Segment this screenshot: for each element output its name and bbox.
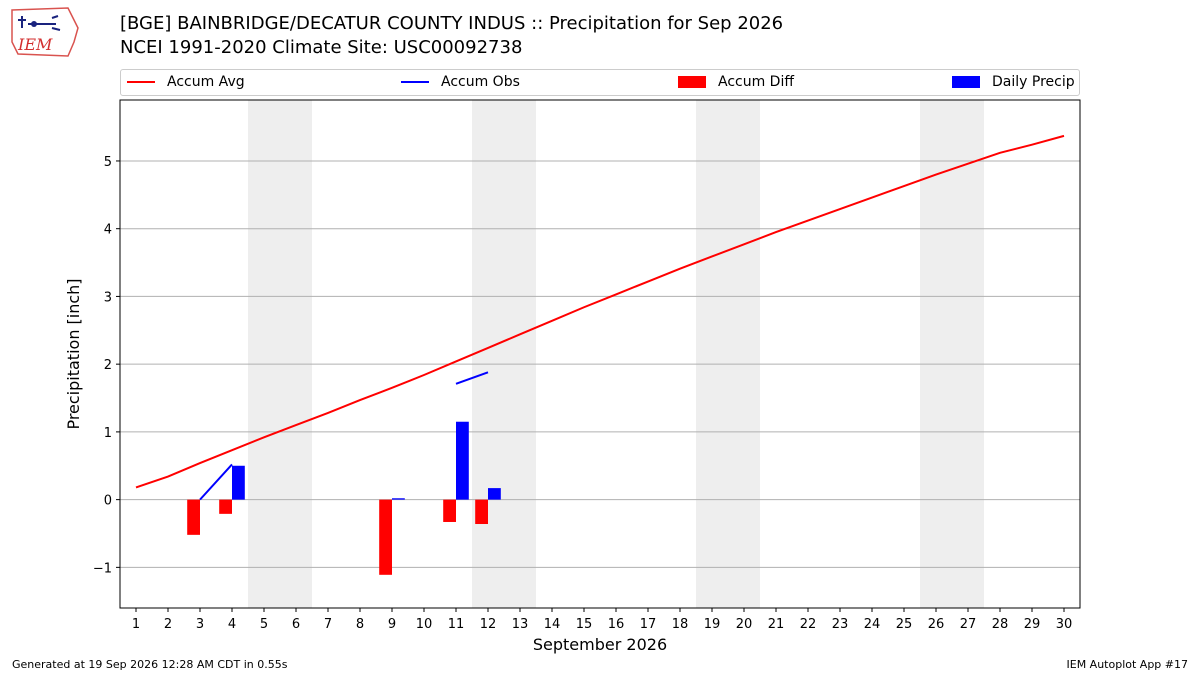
x-tick-label: 8 [356, 617, 364, 632]
y-tick-label: 4 [104, 223, 112, 238]
legend-label: Daily Precip [992, 74, 1075, 90]
x-tick-label: 29 [1024, 617, 1041, 632]
x-tick-label: 1 [132, 617, 140, 632]
accum-diff-bar [443, 499, 456, 522]
daily-precip-bar [392, 498, 405, 500]
accum-obs-line [455, 371, 489, 385]
daily-precip-bar [232, 465, 245, 500]
x-tick-label: 5 [260, 617, 268, 632]
weekend-band [472, 100, 536, 608]
weekend-band [248, 100, 312, 608]
weekend-band [920, 100, 984, 608]
x-tick-label: 12 [480, 617, 497, 632]
x-tick-label: 24 [864, 617, 881, 632]
weekend-shading [248, 100, 984, 608]
x-tick-label: 27 [960, 617, 977, 632]
x-tick-label: 28 [992, 617, 1009, 632]
daily-precip-bar [456, 421, 469, 500]
y-tick-label: −1 [93, 561, 112, 576]
legend-swatch [678, 76, 706, 88]
y-tick-label: 1 [104, 426, 112, 441]
y-axis-label: Precipitation [inch] [64, 278, 83, 429]
accum-diff-bar [379, 499, 392, 575]
x-tick-label: 21 [768, 617, 785, 632]
x-tick-label: 11 [448, 617, 465, 632]
accum-diff-bar [475, 499, 488, 525]
chart-title: [BGE] BAINBRIDGE/DECATUR COUNTY INDUS ::… [120, 13, 784, 34]
accum-obs-line [199, 463, 233, 501]
y-tick-label: 0 [104, 494, 112, 509]
x-tick-label: 23 [832, 617, 849, 632]
lines [135, 134, 1065, 501]
y-tick-label: 5 [104, 155, 112, 170]
generated-timestamp: Generated at 19 Sep 2026 12:28 AM CDT in… [12, 658, 288, 671]
accum-avg-line [135, 134, 1065, 489]
x-tick-label: 17 [640, 617, 657, 632]
legend-label: Accum Obs [441, 74, 520, 90]
x-tick-label: 15 [576, 617, 593, 632]
legend-swatch [401, 76, 429, 88]
accum-diff-bar [219, 499, 232, 514]
x-tick-label: 7 [324, 617, 332, 632]
y-tick-label: 3 [104, 290, 112, 305]
daily-precip-bar [488, 488, 501, 500]
x-tick-label: 25 [896, 617, 913, 632]
x-axis-label: September 2026 [533, 635, 667, 654]
weekend-band [696, 100, 760, 608]
chart-subtitle: NCEI 1991-2020 Climate Site: USC00092738 [120, 37, 523, 58]
logo-text: IEM [17, 35, 53, 54]
accum-diff-bar [187, 499, 200, 535]
x-tick-label: 20 [736, 617, 753, 632]
x-tick-label: 3 [196, 617, 204, 632]
legend: Accum Avg Accum Obs Accum Diff Daily Pre… [120, 69, 1080, 96]
legend-label: Accum Diff [718, 74, 795, 90]
x-tick-label: 13 [512, 617, 529, 632]
x-tick-label: 22 [800, 617, 817, 632]
x-tick-label: 14 [544, 617, 561, 632]
legend-swatch [952, 76, 980, 88]
bars [187, 421, 501, 575]
x-tick-label: 26 [928, 617, 945, 632]
x-tick-label: 16 [608, 617, 625, 632]
legend-swatch [127, 76, 155, 88]
x-tick-label: 4 [228, 617, 236, 632]
x-tick-label: 19 [704, 617, 721, 632]
x-tick-label: 18 [672, 617, 689, 632]
x-tick-label: 6 [292, 617, 300, 632]
grid-lines [120, 160, 1080, 568]
legend-label: Accum Avg [167, 74, 245, 90]
x-tick-label: 2 [164, 617, 172, 632]
x-tick-label: 10 [416, 617, 433, 632]
plot-frame [119, 99, 1081, 609]
y-tick-label: 2 [104, 358, 112, 373]
x-tick-label: 9 [388, 617, 396, 632]
x-tick-label: 30 [1056, 617, 1073, 632]
app-credit: IEM Autoplot App #17 [1066, 658, 1189, 671]
iem-logo: IEM [11, 7, 79, 57]
